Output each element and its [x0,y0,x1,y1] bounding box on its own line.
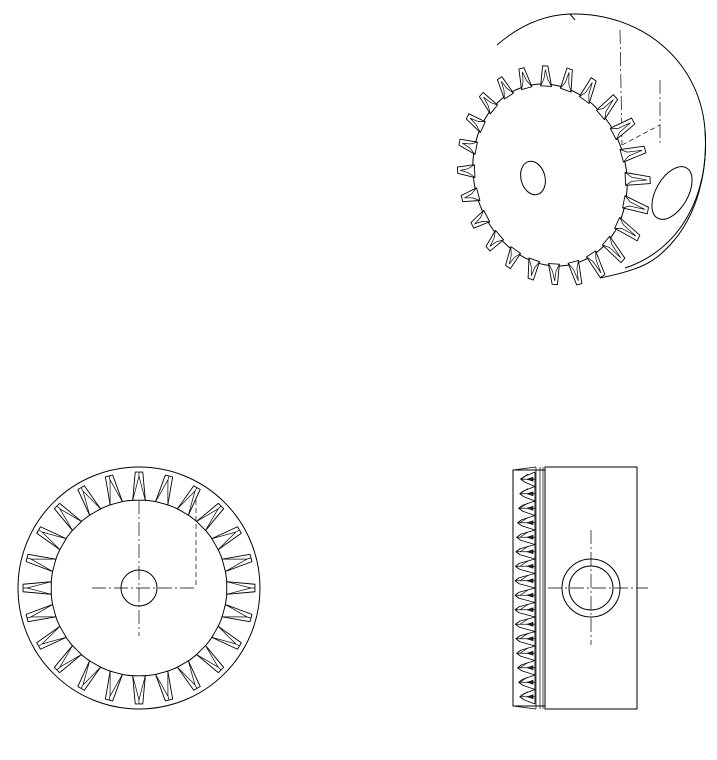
gear-tooth [485,229,504,252]
gear-tooth [176,485,201,516]
side-view [512,466,648,710]
gear-tooth [516,529,536,545]
gear-tooth [470,209,491,229]
side-gear-band-lines [512,466,544,710]
gear-tooth [609,117,636,141]
gear-tooth [36,625,67,650]
gear-tooth [104,670,123,702]
gear-tooth [53,502,82,531]
gear-tooth [505,246,522,270]
front-gear-teeth [22,471,256,705]
gear-tooth [578,77,597,104]
gear-tooth [196,502,225,531]
gear-tooth [25,604,57,623]
gear-tooth [458,138,478,155]
gear-tooth [619,145,647,163]
gear-tooth [221,553,253,572]
gear-tooth [155,670,174,702]
side-gear-band [512,469,546,707]
gear-tooth [456,164,476,178]
gear-tooth [514,573,536,589]
gear-tooth [221,604,253,623]
iso-cross-hole [651,166,693,220]
gear-tooth [36,526,67,551]
iso-gear-teeth [456,65,651,286]
gear-tooth [518,500,536,516]
gear-tooth [559,67,573,93]
gear-tooth [515,631,536,647]
gear-tooth [196,645,225,674]
gear-tooth [517,515,536,531]
gear-tooth [515,616,536,632]
gear-tooth [519,486,536,502]
front-outer-circle [17,466,261,710]
gear-tooth [496,76,514,100]
gear-tooth [614,216,641,242]
gear-tooth [517,660,536,676]
gear-tooth [516,645,536,661]
gear-tooth [25,553,57,572]
gear-tooth [22,581,52,595]
gear-tooth [465,113,486,134]
gear-tooth [77,660,102,691]
gear-tooth [514,587,536,603]
gear-tooth [211,526,242,551]
side-gear-teeth [514,471,536,705]
iso-bore [520,160,546,196]
gear-tooth [624,172,651,186]
gear-tooth [519,689,536,705]
gear-tooth [527,257,541,281]
gear-tooth [586,250,606,279]
gear-tooth [132,471,146,501]
iso-body-outline [496,13,707,269]
gear-tooth [567,260,583,286]
gear-tooth [77,485,102,516]
front-view [17,466,261,710]
gear-tooth [518,67,533,90]
gear-tooth [460,187,481,203]
gear-tooth [596,94,619,121]
gear-tooth [515,544,536,560]
gear-tooth [622,195,649,215]
gear-tooth [518,674,536,690]
gear-tooth [132,675,146,705]
gear-tooth [53,645,82,674]
gear-tooth [515,558,536,574]
gear-tooth [104,474,123,506]
isometric-view [456,13,707,286]
gear-tooth [514,602,536,618]
gear-tooth [176,660,201,691]
gear-tooth [155,474,174,506]
iso-hidden-edge [621,124,661,146]
gear-tooth [601,235,626,264]
gear-tooth [211,625,242,650]
gear-tooth [548,263,560,286]
gear-tooth [540,65,552,87]
gear-tooth [479,91,499,115]
gear-tooth [519,471,536,487]
gear-tooth [226,581,256,595]
iso-body-back-edge [599,129,706,279]
